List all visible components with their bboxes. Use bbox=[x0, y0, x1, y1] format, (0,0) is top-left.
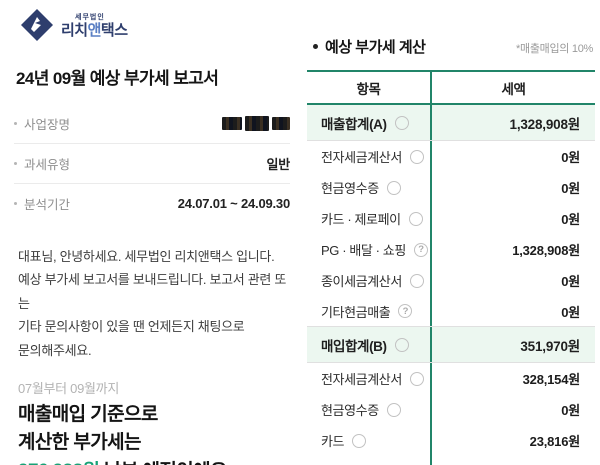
table-row: 전자세금계산서 0원 bbox=[307, 141, 595, 172]
section-note: *매출매입의 10% bbox=[516, 43, 593, 55]
field-label: 분석기간 bbox=[14, 194, 70, 213]
table-row: 전자세금계산서 328,154원 bbox=[307, 363, 595, 394]
row-value: 0원 bbox=[561, 212, 580, 227]
row-label: 현금영수증 bbox=[321, 181, 379, 196]
field-label: 사업장명 bbox=[14, 114, 70, 133]
summary-text: 매출매입 기준으로 계산한 부가세는 976,938원 납부 예정이에요 bbox=[18, 401, 290, 465]
section-title: 예상 부가세 계산 bbox=[313, 36, 426, 57]
row-label: 매입합계(B) bbox=[321, 338, 387, 354]
field-business-name: 사업장명 bbox=[14, 103, 290, 143]
field-value: 24.07.01 ~ 24.09.30 bbox=[177, 196, 290, 211]
help-icon[interactable]: ? bbox=[413, 242, 428, 257]
row-value: 0원 bbox=[561, 181, 580, 196]
row-value: 0원 bbox=[561, 304, 580, 320]
field-tax-type: 과세유형 일반 bbox=[14, 143, 290, 183]
summary-amount: 976,938원 bbox=[18, 461, 100, 465]
vat-table-filler bbox=[307, 456, 595, 465]
help-icon[interactable] bbox=[409, 149, 424, 164]
row-label: 카드 bbox=[321, 434, 345, 449]
vat-table-rows: 매출합계(A) 1,328,908원 전자세금계산서 0원 현금영수증 0원 카… bbox=[307, 105, 595, 456]
table-row: 카드 · 제로페이 0원 bbox=[307, 203, 595, 234]
row-value: 0원 bbox=[561, 403, 580, 418]
brand-name: 리치앤택스 bbox=[61, 22, 128, 39]
column-header-item: 항목 bbox=[307, 72, 432, 103]
row-label: 현금영수증 bbox=[321, 403, 379, 418]
help-icon[interactable] bbox=[394, 115, 409, 130]
table-row: 매출합계(A) 1,328,908원 bbox=[307, 105, 595, 141]
row-label: 전자세금계산서 bbox=[321, 150, 402, 165]
brand-logo-icon bbox=[20, 8, 54, 42]
vat-table: 항목 세액 매출합계(A) 1,328,908원 전자세금계산서 0원 현금영수… bbox=[307, 70, 595, 465]
table-row: PG · 배달 · 쇼핑? 1,328,908원 bbox=[307, 234, 595, 265]
vat-table-header: 예상 부가세 계산 *매출매입의 10% bbox=[307, 36, 595, 57]
report-panel: 세무법인 리치앤택스 24년 09월 예상 부가세 보고서 사업장명 과세유형 … bbox=[14, 8, 290, 465]
table-row: 매입합계(B) 351,970원 bbox=[307, 327, 595, 363]
field-value: 일반 bbox=[266, 157, 290, 172]
row-value: 1,328,908원 bbox=[509, 116, 581, 132]
row-label: 카드 · 제로페이 bbox=[321, 212, 401, 227]
brand-logo: 세무법인 리치앤택스 bbox=[20, 8, 290, 42]
row-value: 23,816원 bbox=[529, 434, 581, 449]
row-value: 0원 bbox=[561, 150, 580, 165]
brand-wordmark: 세무법인 리치앤택스 bbox=[61, 12, 128, 38]
field-label: 과세유형 bbox=[14, 154, 70, 173]
row-label: PG · 배달 · 쇼핑 bbox=[321, 243, 406, 258]
redacted-business-name bbox=[222, 115, 290, 131]
help-icon[interactable] bbox=[408, 211, 423, 226]
bullet-icon bbox=[14, 121, 17, 125]
table-row: 기타현금매출? 0원 bbox=[307, 296, 595, 327]
table-row: 현금영수증 0원 bbox=[307, 394, 595, 425]
bullet-icon bbox=[14, 202, 17, 205]
bullet-icon bbox=[14, 162, 17, 165]
row-value: 328,154원 bbox=[522, 372, 581, 387]
help-icon[interactable]: ? bbox=[398, 304, 413, 318]
report-info-fields: 사업장명 과세유형 일반 분석기간 24.07.01 ~ 24.09.30 bbox=[14, 103, 290, 223]
brand-sub-label: 세무법인 bbox=[75, 14, 105, 21]
row-value: 1,328,908원 bbox=[512, 243, 580, 258]
table-row: 현금영수증 0원 bbox=[307, 172, 595, 203]
row-label: 기타현금매출 bbox=[321, 304, 391, 320]
summary-period: 07월부터 09월까지 bbox=[18, 380, 119, 396]
help-icon[interactable] bbox=[409, 371, 424, 386]
field-analysis-period: 분석기간 24.07.01 ~ 24.09.30 bbox=[14, 183, 290, 223]
row-label: 매출합계(A) bbox=[321, 116, 387, 132]
vat-summary: 07월부터 09월까지 매출매입 기준으로 계산한 부가세는 976,938원 … bbox=[18, 378, 290, 465]
table-row: 카드 23,816원 bbox=[307, 425, 595, 456]
row-label: 전자세금계산서 bbox=[321, 372, 402, 387]
vat-calc-panel: 예상 부가세 계산 *매출매입의 10% 항목 세액 매출합계(A) 1,328… bbox=[300, 0, 600, 465]
help-icon[interactable] bbox=[386, 180, 401, 195]
vat-table-column-headers: 항목 세액 bbox=[307, 72, 595, 105]
bullet-icon bbox=[313, 44, 318, 49]
column-header-amount: 세액 bbox=[501, 81, 526, 97]
help-icon[interactable] bbox=[386, 402, 401, 417]
row-label: 종이세금계산서 bbox=[321, 274, 402, 289]
greeting-message: 대표님, 안녕하세요. 세무법인 리치앤택스 입니다. 예상 부가세 보고서를 … bbox=[18, 249, 287, 358]
page-title: 24년 09월 예상 부가세 보고서 bbox=[16, 69, 219, 88]
help-icon[interactable] bbox=[394, 337, 409, 352]
table-row: 종이세금계산서 0원 bbox=[307, 265, 595, 296]
row-value: 351,970원 bbox=[520, 338, 580, 354]
help-icon[interactable] bbox=[352, 433, 367, 448]
help-icon[interactable] bbox=[409, 273, 424, 288]
row-value: 0원 bbox=[561, 274, 580, 289]
